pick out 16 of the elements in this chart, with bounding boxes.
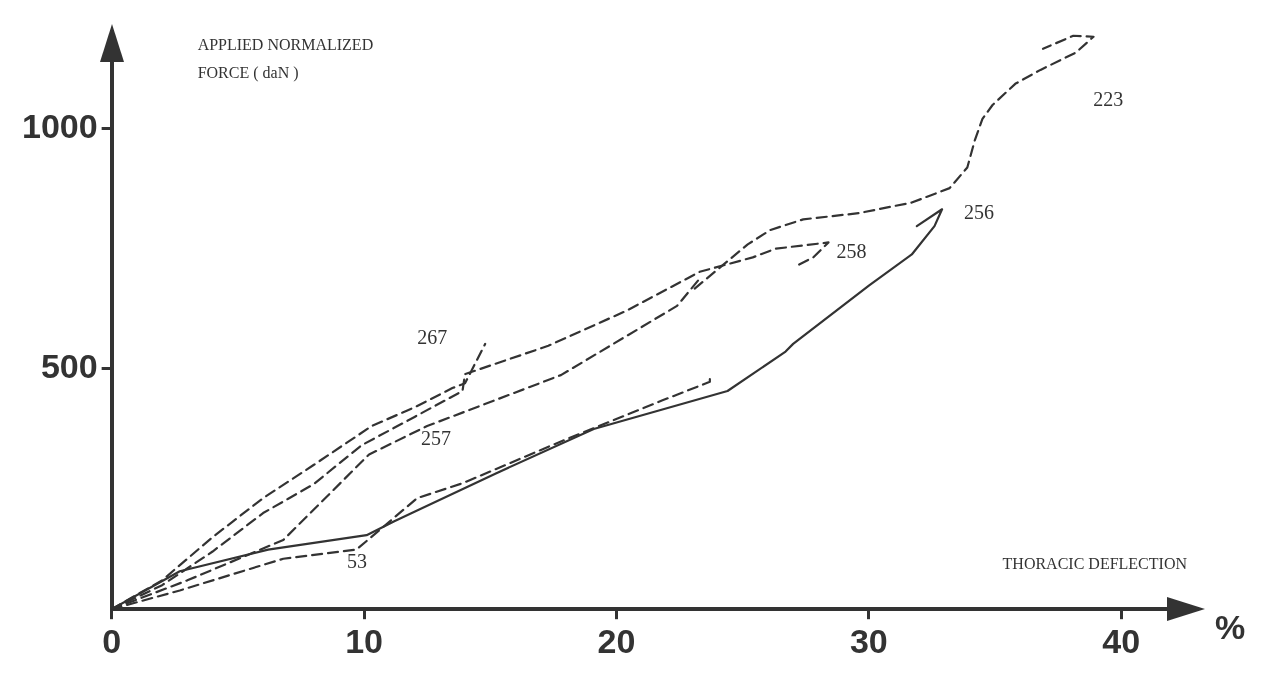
x-tick-label: 0 xyxy=(102,621,122,660)
x-tick-label: 30 xyxy=(849,621,888,660)
text: % xyxy=(1215,608,1246,647)
series-label: 267 xyxy=(417,325,448,348)
y-axis-title: APPLIED NORMALIZED FORCE ( daN ) xyxy=(197,36,374,83)
x-axis-title: THORACIC DEFLECTION xyxy=(1002,555,1188,573)
x-tick-label: 10 xyxy=(345,621,383,660)
series-label: 223 xyxy=(1093,87,1124,110)
x-tick-label: 20 xyxy=(597,621,636,660)
series-label: 53 xyxy=(347,550,368,573)
series-label: 258 xyxy=(836,240,867,263)
series-label: 256 xyxy=(964,201,995,224)
y-tick-label: 1000 xyxy=(22,106,98,145)
x-tick-label: 40 xyxy=(1102,621,1141,660)
y-tick-label: 500 xyxy=(40,347,98,386)
series-label: 257 xyxy=(420,427,451,450)
